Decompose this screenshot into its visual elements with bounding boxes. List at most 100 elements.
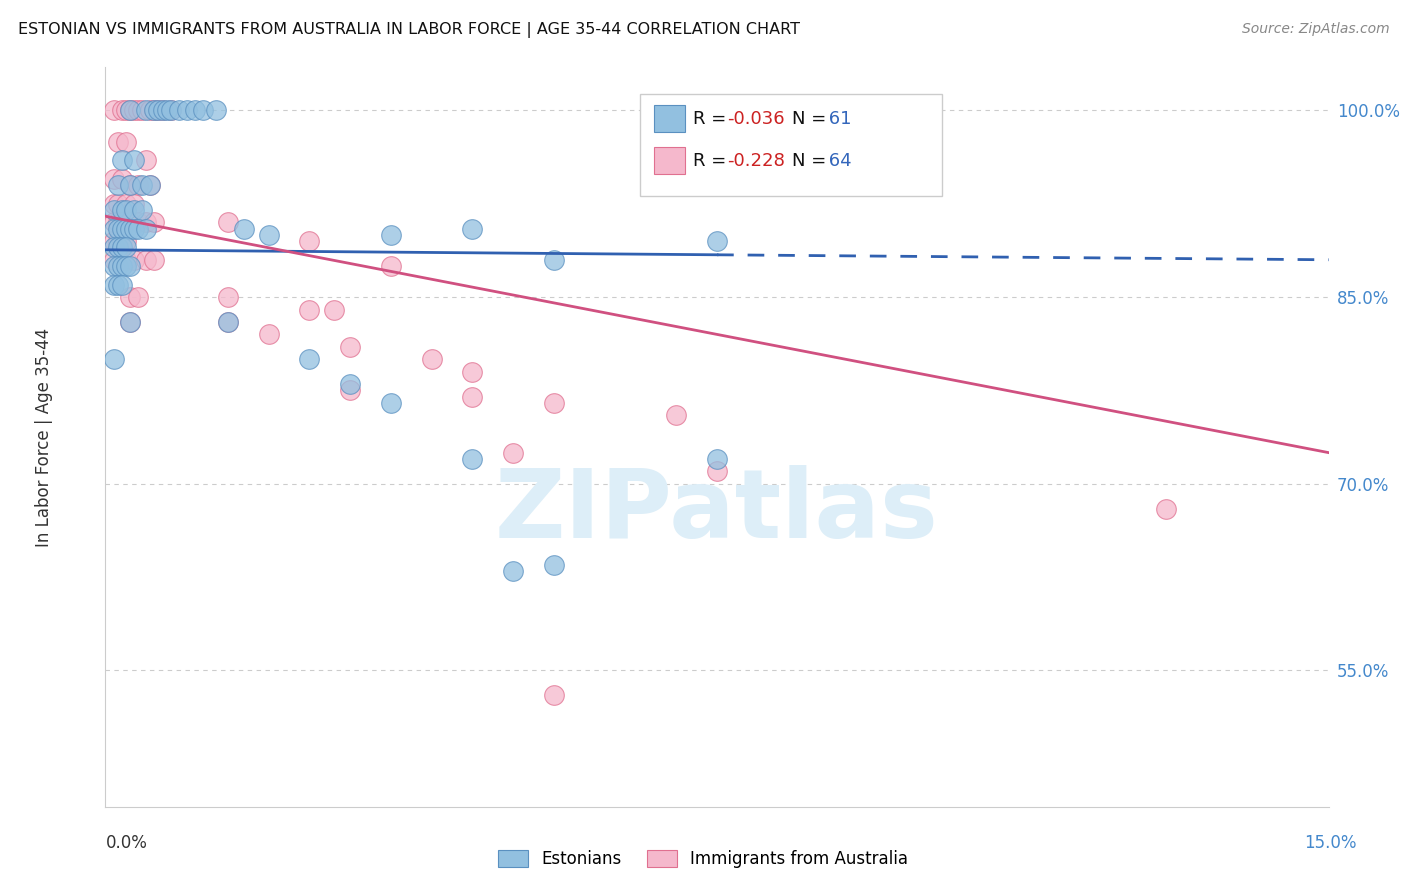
- Point: [115, 221, 138, 235]
- Point: [1154, 501, 1177, 516]
- Text: ESTONIAN VS IMMIGRANTS FROM AUSTRALIA IN LABOR FORCE | AGE 35-44 CORRELATION CHA: ESTONIAN VS IMMIGRANTS FROM AUSTRALIA IN…: [18, 22, 800, 38]
- Point: [257, 227, 280, 242]
- Point: [143, 103, 166, 118]
- Point: [217, 315, 239, 329]
- Point: [461, 451, 484, 466]
- Point: [322, 302, 344, 317]
- Point: [204, 103, 226, 118]
- Point: [298, 352, 321, 367]
- Point: [135, 103, 157, 118]
- Point: [543, 558, 565, 572]
- Point: [167, 103, 190, 118]
- Point: [217, 315, 239, 329]
- Point: [111, 172, 134, 186]
- Point: [107, 196, 129, 211]
- Text: ZIPatlas: ZIPatlas: [495, 465, 939, 558]
- Point: [122, 196, 145, 211]
- Point: [103, 277, 125, 292]
- Point: [111, 277, 134, 292]
- Point: [103, 259, 125, 273]
- Point: [339, 384, 361, 398]
- Point: [107, 240, 129, 254]
- Text: N =: N =: [792, 110, 831, 128]
- Point: [135, 252, 157, 267]
- Point: [217, 290, 239, 304]
- Point: [131, 103, 153, 118]
- Point: [111, 221, 134, 235]
- Point: [461, 365, 484, 379]
- Point: [111, 202, 134, 217]
- Point: [118, 215, 141, 229]
- Point: [111, 240, 134, 254]
- Point: [111, 153, 134, 168]
- Point: [148, 103, 170, 118]
- Point: [135, 215, 157, 229]
- Point: [135, 153, 157, 168]
- Text: R =: R =: [693, 152, 733, 169]
- Point: [115, 252, 138, 267]
- Point: [118, 103, 141, 118]
- Point: [339, 340, 361, 354]
- Point: [103, 221, 125, 235]
- Point: [420, 352, 443, 367]
- Point: [118, 259, 141, 273]
- Point: [706, 464, 728, 478]
- Point: [127, 221, 149, 235]
- Point: [122, 221, 145, 235]
- Text: Source: ZipAtlas.com: Source: ZipAtlas.com: [1241, 22, 1389, 37]
- Point: [115, 135, 138, 149]
- Point: [115, 240, 138, 254]
- Point: [298, 302, 321, 317]
- Point: [118, 315, 141, 329]
- Point: [103, 234, 125, 248]
- Text: -0.036: -0.036: [727, 110, 785, 128]
- Point: [217, 215, 239, 229]
- Point: [706, 234, 728, 248]
- Point: [115, 259, 138, 273]
- Point: [103, 352, 125, 367]
- Point: [118, 178, 141, 193]
- Point: [152, 103, 174, 118]
- Point: [122, 103, 145, 118]
- Point: [543, 396, 565, 410]
- Point: [115, 234, 138, 248]
- Point: [107, 234, 129, 248]
- Point: [127, 103, 149, 118]
- Point: [461, 221, 484, 235]
- Point: [103, 103, 125, 118]
- Point: [111, 252, 134, 267]
- Point: [127, 215, 149, 229]
- Point: [115, 103, 138, 118]
- Point: [139, 178, 162, 193]
- Point: [135, 221, 157, 235]
- Point: [103, 196, 125, 211]
- Point: [107, 259, 129, 273]
- Point: [127, 178, 149, 193]
- Point: [111, 215, 134, 229]
- Point: [461, 390, 484, 404]
- Point: [118, 315, 141, 329]
- Point: [115, 196, 138, 211]
- Point: [706, 451, 728, 466]
- Point: [143, 103, 166, 118]
- Point: [543, 252, 565, 267]
- Point: [103, 252, 125, 267]
- Point: [193, 103, 215, 118]
- Text: 64: 64: [823, 152, 851, 169]
- Text: 61: 61: [823, 110, 851, 128]
- Point: [103, 172, 125, 186]
- Point: [103, 215, 125, 229]
- Point: [159, 103, 181, 118]
- Text: 0.0%: 0.0%: [105, 834, 148, 852]
- Point: [107, 221, 129, 235]
- Point: [184, 103, 207, 118]
- Point: [107, 178, 129, 193]
- Point: [122, 153, 145, 168]
- Point: [103, 240, 125, 254]
- Point: [107, 277, 129, 292]
- Point: [118, 221, 141, 235]
- Text: In Labor Force | Age 35-44: In Labor Force | Age 35-44: [35, 327, 53, 547]
- Point: [131, 202, 153, 217]
- Point: [380, 396, 402, 410]
- Point: [139, 178, 162, 193]
